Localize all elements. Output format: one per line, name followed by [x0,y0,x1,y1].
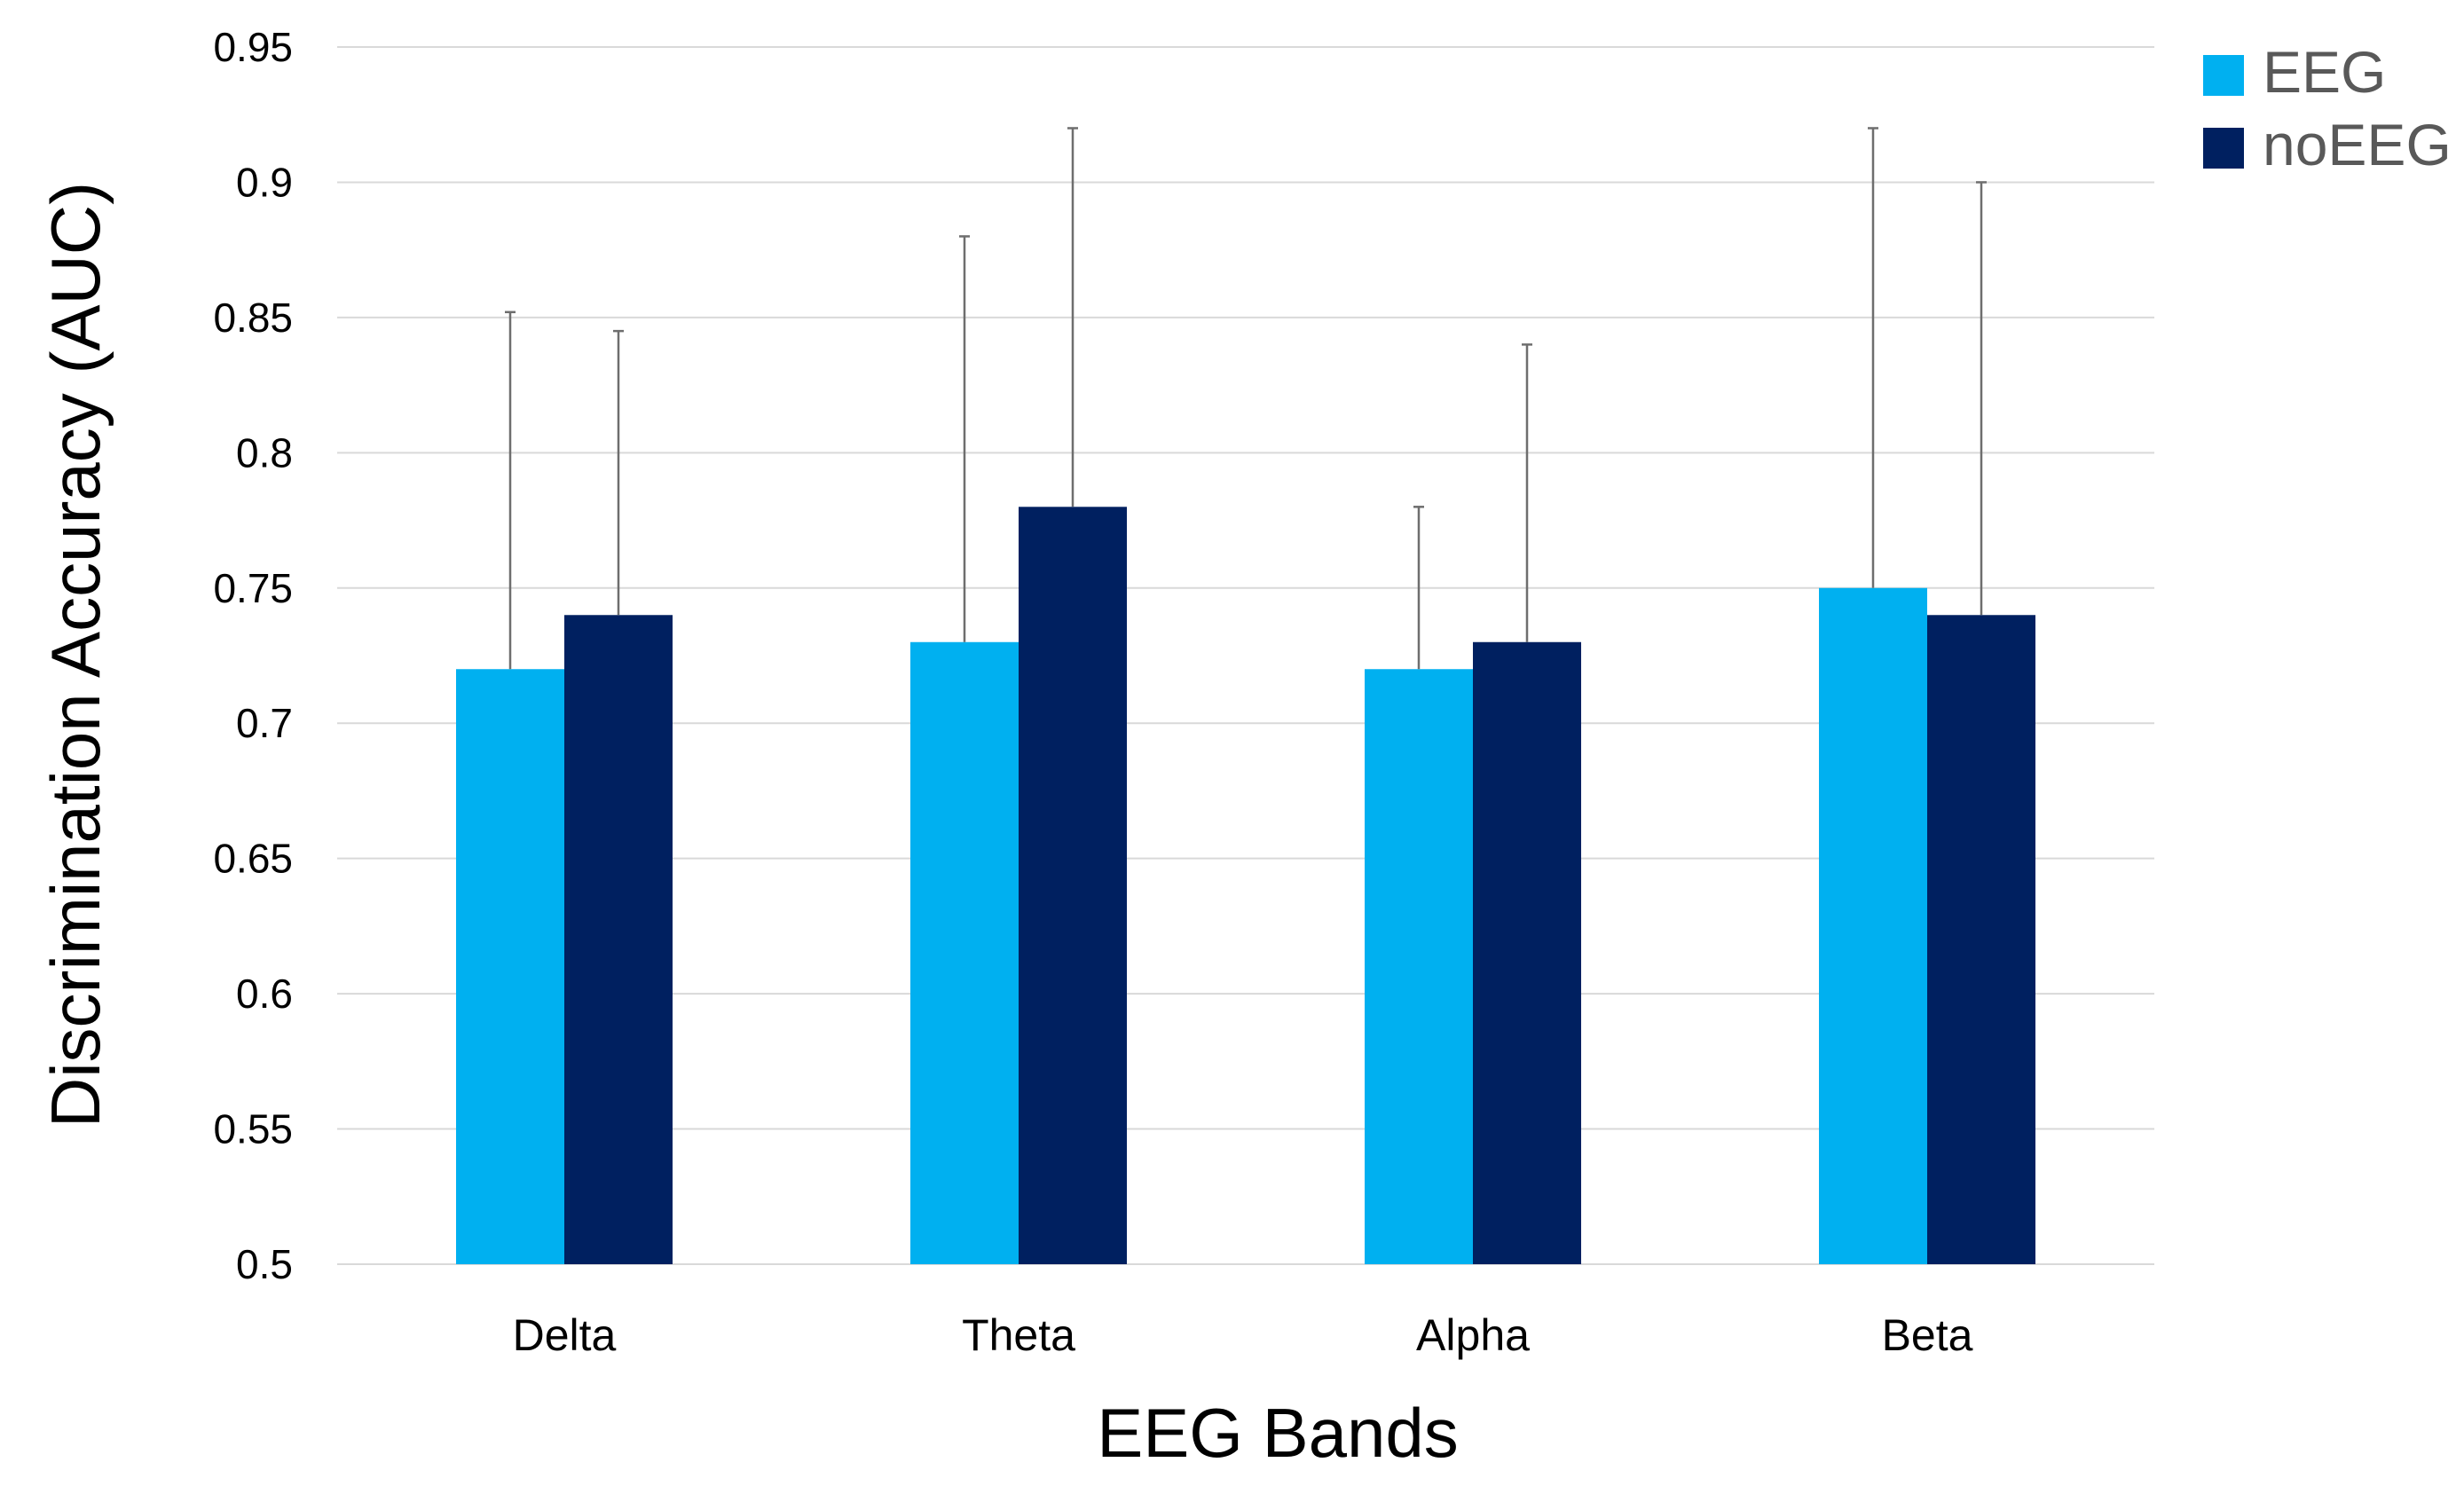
x-axis-categories: Delta Theta Alpha Beta [513,1310,1973,1360]
y-axis-title: Discrimination Accuracy (AUC) [36,182,114,1128]
bar-noEEG-Beta [1927,615,2035,1264]
bar-EEG-Theta [910,641,1019,1264]
legend: EEG noEEG [2203,39,2452,177]
legend-swatch-EEG [2203,55,2244,96]
bars [456,507,2035,1264]
y-tick-label: 0.75 [213,565,293,611]
y-tick-label: 0.9 [236,159,293,205]
x-tick-label: Theta [962,1310,1075,1360]
y-tick-label: 0.6 [236,971,293,1017]
legend-label-noEEG: noEEG [2263,112,2452,177]
x-axis-title: EEG Bands [1097,1394,1459,1472]
y-tick-label: 0.65 [213,836,293,882]
y-tick-label: 0.95 [213,24,293,70]
y-tick-label: 0.8 [236,429,293,476]
x-tick-label: Alpha [1416,1310,1530,1360]
bar-noEEG-Alpha [1473,641,1581,1264]
bar-noEEG-Delta [564,615,673,1264]
y-tick-label: 0.85 [213,295,293,341]
y-axis-ticks: 0.5 0.55 0.6 0.65 0.7 0.75 0.8 0.85 0.9 0.95 [213,24,293,1287]
x-tick-label: Delta [513,1310,617,1360]
y-tick-label: 0.7 [236,700,293,746]
bar-noEEG-Theta [1019,507,1127,1264]
legend-swatch-noEEG [2203,128,2244,169]
x-tick-label: Beta [1882,1310,1973,1360]
error-bars [505,127,1987,670]
y-tick-label: 0.5 [236,1241,293,1287]
bar-EEG-Alpha [1365,669,1473,1264]
bar-EEG-Beta [1819,587,1927,1264]
bar-EEG-Delta [456,669,564,1264]
y-tick-label: 0.55 [213,1106,293,1152]
legend-label-EEG: EEG [2263,39,2386,105]
